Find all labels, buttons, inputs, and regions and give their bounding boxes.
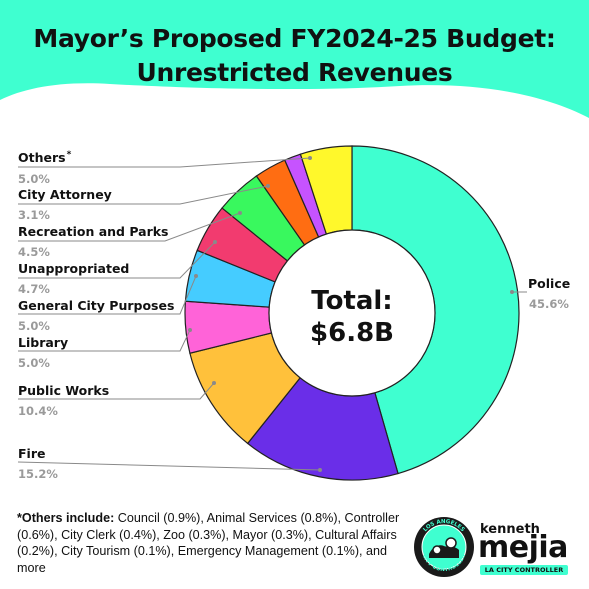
pct-public-works: 10.4% xyxy=(18,404,58,418)
donut-center-total-label: Total: xyxy=(311,286,393,316)
logo-tagline-text: LA CITY CONTROLLER xyxy=(484,566,564,574)
pct-library: 5.0% xyxy=(18,356,50,370)
pct-fire: 15.2% xyxy=(18,467,58,481)
logo-last-name: mejia xyxy=(478,530,568,565)
footnote-text: Council (0.9%), Animal Services (0.8%), … xyxy=(17,511,400,575)
footnote-lead: *Others include: xyxy=(17,511,115,525)
label-police: Police xyxy=(528,276,571,291)
logo-tagline: LA CITY CONTROLLER xyxy=(480,565,568,575)
label-unappropriated: Unappropriated xyxy=(18,261,130,276)
header-wave xyxy=(0,0,589,118)
pct-rec-parks: 4.5% xyxy=(18,245,50,259)
leader-fire xyxy=(17,461,321,471)
donut-slices xyxy=(184,145,520,481)
label-public-works: Public Works xyxy=(18,383,110,398)
leader-unappropriated xyxy=(18,241,216,279)
donut-center-total-value: $6.8B xyxy=(310,318,394,348)
controller-seal-logo: LOS ANGELES CITY CONTROLLER xyxy=(414,517,474,577)
footnote: *Others include: Council (0.9%), Animal … xyxy=(17,510,417,576)
pct-others: 5.0% xyxy=(18,172,50,186)
pct-gcp: 5.0% xyxy=(18,319,50,333)
label-library: Library xyxy=(18,335,69,350)
leader-lines xyxy=(17,157,527,471)
donut-hole xyxy=(268,229,436,397)
pct-unappropriated: 4.7% xyxy=(18,282,50,296)
label-others: Others* xyxy=(18,150,72,166)
label-rec-parks: Recreation and Parks xyxy=(18,224,169,239)
pct-city-attorney: 3.1% xyxy=(18,208,50,222)
leader-dots xyxy=(188,156,514,472)
leader-gcp xyxy=(18,275,197,315)
label-gcp: General City Purposes xyxy=(18,298,175,313)
chart-title-line1: Mayor’s Proposed FY2024-25 Budget: xyxy=(33,24,556,53)
label-city-attorney: City Attorney xyxy=(18,187,112,202)
label-fire: Fire xyxy=(18,446,46,461)
leader-library xyxy=(18,329,191,352)
leader-city-attorney xyxy=(18,185,269,205)
leader-rec-parks xyxy=(18,212,241,242)
leader-others xyxy=(18,157,311,168)
logo-first-name: kenneth xyxy=(480,522,540,537)
leader-public-works xyxy=(18,382,215,400)
pct-police: 45.6% xyxy=(529,297,569,311)
chart-title-line2: Unrestricted Revenues xyxy=(136,58,453,87)
